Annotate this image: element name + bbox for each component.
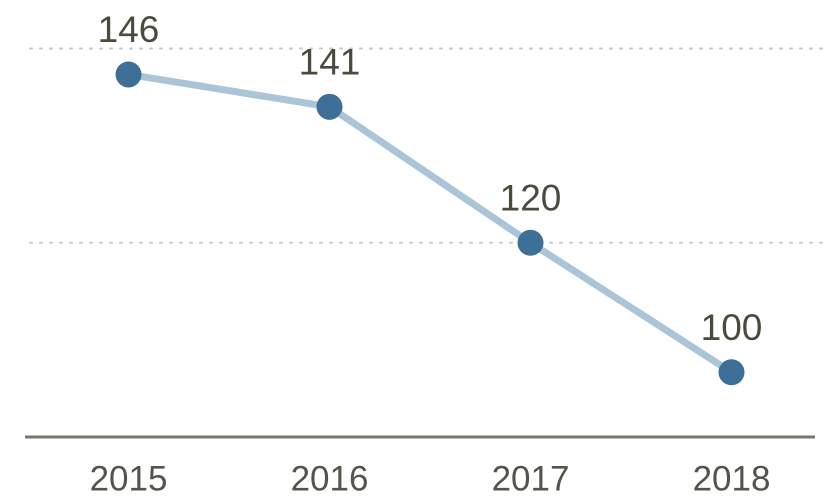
- point: [718, 359, 745, 386]
- data-label: 100: [701, 307, 763, 348]
- data-label: 146: [98, 9, 160, 50]
- point: [316, 93, 343, 120]
- x-tick-label: 2018: [693, 459, 771, 498]
- point: [115, 61, 142, 88]
- data-label: 141: [299, 42, 361, 83]
- x-tick-label: 2016: [291, 459, 369, 498]
- x-tick-label: 2017: [492, 459, 570, 498]
- line: [127, 70, 734, 376]
- point: [517, 229, 544, 256]
- data-label: 120: [500, 178, 562, 219]
- x-tick-label: 2015: [90, 459, 168, 498]
